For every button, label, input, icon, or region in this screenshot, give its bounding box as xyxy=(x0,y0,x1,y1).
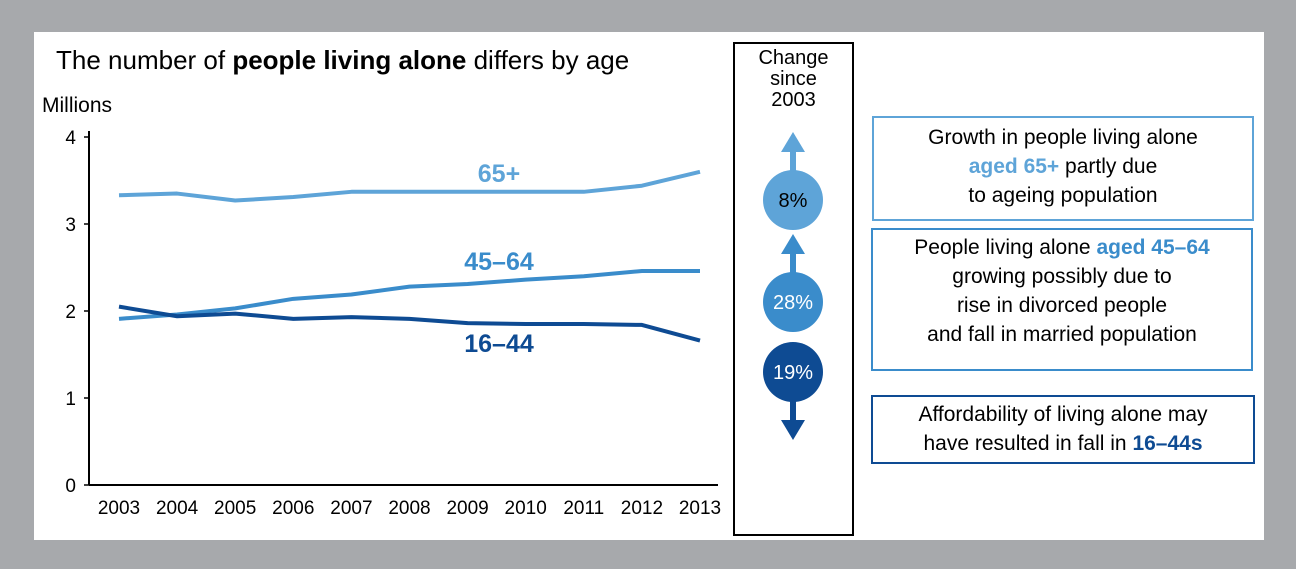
x-tick-label: 2012 xyxy=(621,498,663,519)
x-ticks: 2003 2004 2005 2006 2007 2008 2009 2010 2011 2012… xyxy=(98,498,721,519)
x-tick-label: 2013 xyxy=(679,498,721,519)
change-circle xyxy=(763,272,823,332)
x-tick-label: 2006 xyxy=(272,498,314,519)
x-tick-label: 2011 xyxy=(563,498,604,519)
y-ticks: 0 1 2 3 4 xyxy=(65,128,89,497)
series-lines xyxy=(118,169,701,343)
change-since-2003-box xyxy=(733,42,854,536)
x-tick-label: 2004 xyxy=(156,498,199,519)
series-label: 45–64 xyxy=(464,248,534,276)
series-line-45-64 xyxy=(118,268,700,321)
series-line-16-44 xyxy=(118,304,701,343)
change-pct: 19% xyxy=(773,362,813,384)
series-labels: 65+ 45–64 16–44 xyxy=(464,160,534,358)
change-circle xyxy=(763,342,823,402)
x-tick-label: 2007 xyxy=(330,498,372,519)
arrow-shaft xyxy=(790,140,796,180)
change-indicator-45-64: 28% xyxy=(763,234,823,332)
series-label: 16–44 xyxy=(464,330,534,358)
change-label: Change since 2003 xyxy=(758,47,829,111)
y-tick-label: 0 xyxy=(65,476,76,497)
series-line-65- xyxy=(118,169,701,203)
x-tick-label: 2005 xyxy=(214,498,256,519)
x-tick-label: 2009 xyxy=(446,498,488,519)
y-tick-label: 1 xyxy=(65,389,76,410)
y-axis-label: Millions xyxy=(42,94,113,117)
x-tick-label: 2003 xyxy=(98,498,140,519)
change-indicator-65-: 8% xyxy=(763,132,823,230)
y-tick-label: 3 xyxy=(65,215,76,236)
change-indicator-16-44: 19% xyxy=(763,342,823,440)
arrow-down-icon xyxy=(781,420,805,440)
y-tick-label: 4 xyxy=(65,128,76,149)
arrow-shaft xyxy=(790,392,796,432)
note-45-64: People living alone aged 45–64 growing p… xyxy=(871,228,1253,371)
note-16-44: Affordability of living alone may have r… xyxy=(871,395,1255,464)
note-65-plus: Growth in people living alone aged 65+ p… xyxy=(872,116,1254,221)
x-tick-label: 2008 xyxy=(388,498,430,519)
change-circle xyxy=(763,170,823,230)
chart-title: The number of people living alone differ… xyxy=(56,45,630,75)
change-pct: 8% xyxy=(779,190,808,212)
change-indicators: 8% 28% 19% xyxy=(763,132,823,440)
x-tick-label: 2010 xyxy=(505,498,547,519)
y-tick-label: 2 xyxy=(65,302,76,323)
arrow-shaft xyxy=(790,242,796,282)
arrow-up-icon xyxy=(781,234,805,254)
arrow-up-icon xyxy=(781,132,805,152)
axes xyxy=(88,131,718,486)
change-pct: 28% xyxy=(773,292,813,314)
series-label: 65+ xyxy=(478,160,520,188)
